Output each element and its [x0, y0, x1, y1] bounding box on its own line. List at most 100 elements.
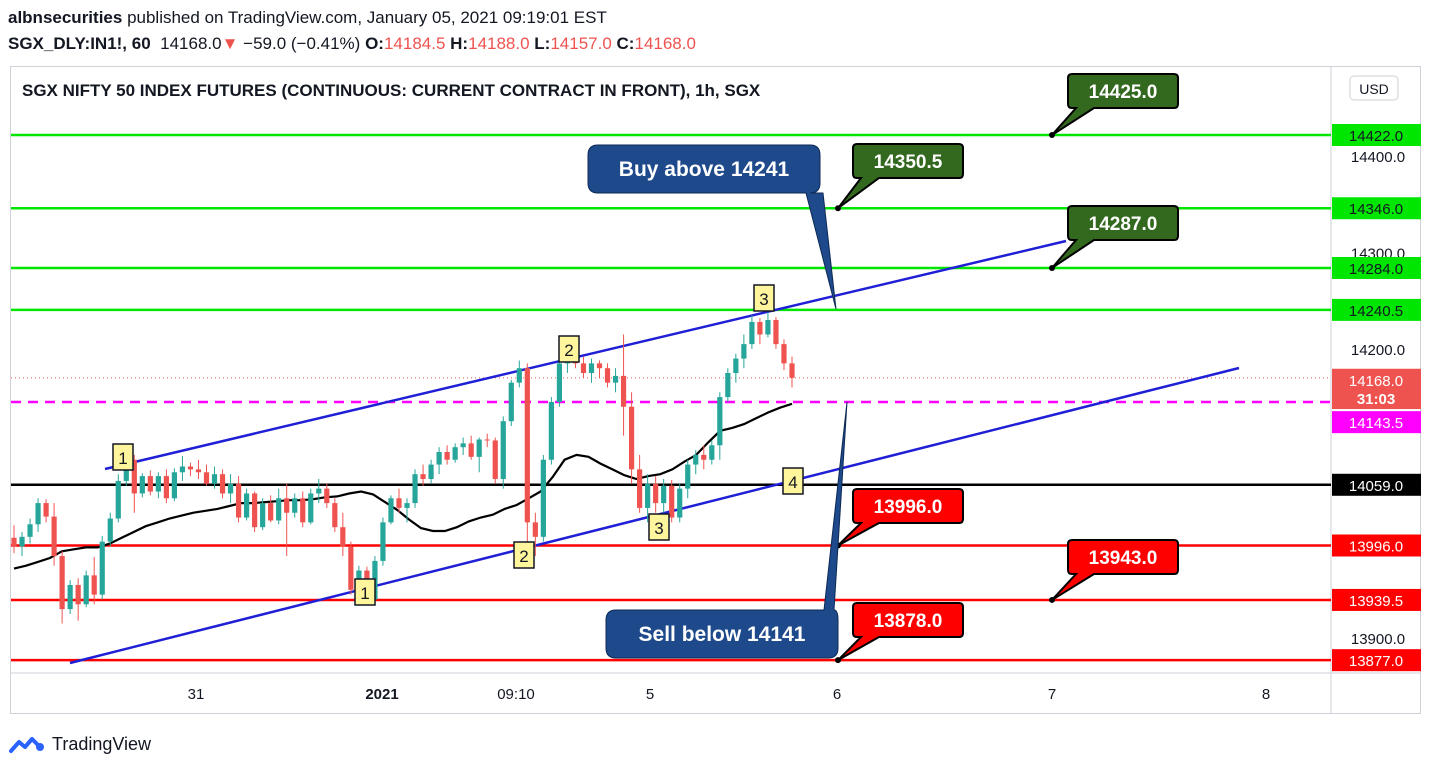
symbol-label[interactable]: SGX_DLY:IN1!, 60	[8, 34, 151, 53]
candle-body[interactable]	[203, 472, 210, 484]
candle-body[interactable]	[195, 469, 202, 473]
candle-body[interactable]	[701, 454, 707, 460]
candle-body[interactable]	[532, 522, 538, 537]
candle-body[interactable]	[645, 483, 651, 508]
candle-body[interactable]	[685, 464, 691, 489]
candle-body[interactable]	[59, 556, 65, 610]
candle-body[interactable]	[757, 321, 763, 335]
price-axis-tag[interactable]: 13996.0	[1332, 534, 1421, 557]
price-axis-tag[interactable]: 13939.5	[1332, 588, 1421, 611]
candle-body[interactable]	[765, 320, 771, 335]
candle-body[interactable]	[260, 503, 266, 528]
price-axis-tag[interactable]: 14143.5	[1332, 411, 1421, 434]
candle-body[interactable]	[677, 488, 683, 518]
candle-body[interactable]	[396, 498, 402, 508]
candle-body[interactable]	[292, 498, 298, 513]
candle-body[interactable]	[709, 445, 715, 460]
candle-body[interactable]	[436, 452, 442, 465]
candle-body[interactable]	[773, 320, 779, 345]
candle-body[interactable]	[580, 363, 587, 374]
candle-body[interactable]	[155, 476, 161, 492]
candle-body[interactable]	[476, 439, 482, 457]
candle-body[interactable]	[781, 344, 787, 364]
candle-body[interactable]	[211, 474, 218, 484]
price-axis-tag[interactable]: 14284.0	[1332, 256, 1421, 279]
candle-body[interactable]	[284, 498, 290, 513]
price-axis-tag[interactable]: 14168.0	[1332, 368, 1421, 391]
publisher-name[interactable]: albnsecurities	[8, 8, 123, 27]
channel-upper-line[interactable]	[104, 239, 1067, 471]
candle-body[interactable]	[628, 406, 635, 470]
candle-body[interactable]	[51, 516, 57, 557]
candle-body[interactable]	[115, 480, 121, 519]
candle-body[interactable]	[741, 344, 747, 359]
candle-body[interactable]	[725, 373, 731, 398]
wave-label-4[interactable]: 4	[782, 467, 804, 495]
candle-body[interactable]	[219, 474, 226, 494]
price-axis-tag[interactable]: 14346.0	[1332, 197, 1421, 220]
candle-body[interactable]	[484, 439, 490, 441]
price-axis-tag[interactable]: 14059.0	[1332, 473, 1421, 496]
candle-body[interactable]	[163, 476, 169, 499]
candle-body[interactable]	[187, 466, 194, 470]
candle-body[interactable]	[637, 469, 643, 508]
price-axis-tag[interactable]: 14240.5	[1332, 298, 1421, 321]
candle-body[interactable]	[460, 443, 466, 448]
level-callout-red[interactable]: 13878.0	[835, 602, 964, 664]
level-callout-red[interactable]: 13943.0	[1049, 539, 1179, 603]
candle-body[interactable]	[468, 443, 474, 457]
wave-label-2[interactable]: 2	[558, 335, 580, 363]
candle-body[interactable]	[452, 447, 458, 460]
candle-body[interactable]	[428, 464, 434, 480]
candle-body[interactable]	[268, 503, 274, 521]
candle-body[interactable]	[99, 541, 105, 595]
candle-body[interactable]	[717, 397, 723, 446]
candle-body[interactable]	[661, 485, 667, 504]
candle-body[interactable]	[733, 358, 739, 374]
wave-label-3[interactable]: 3	[753, 284, 775, 312]
candle-body[interactable]	[75, 585, 81, 605]
level-callout-green[interactable]: 14350.5	[835, 143, 964, 212]
candle-body[interactable]	[404, 503, 410, 508]
candle-body[interactable]	[83, 575, 89, 605]
candle-body[interactable]	[412, 474, 418, 504]
candle-body[interactable]	[556, 363, 563, 402]
candle-body[interactable]	[107, 518, 113, 542]
candle-body[interactable]	[444, 452, 450, 460]
currency-button[interactable]: USD	[1349, 75, 1399, 101]
candle-body[interactable]	[147, 476, 153, 492]
candle-body[interactable]	[35, 503, 41, 525]
wave-label-3[interactable]: 3	[648, 513, 670, 541]
candle-body[interactable]	[380, 522, 386, 561]
candle-body[interactable]	[596, 363, 603, 369]
candle-body[interactable]	[276, 498, 282, 521]
candle-body[interactable]	[789, 363, 795, 378]
candle-body[interactable]	[332, 503, 338, 528]
candle-body[interactable]	[27, 524, 33, 537]
candle-body[interactable]	[235, 483, 242, 518]
candle-body[interactable]	[500, 421, 506, 480]
candle-body[interactable]	[131, 459, 137, 494]
candle-body[interactable]	[179, 466, 186, 473]
candle-body[interactable]	[243, 493, 250, 518]
candle-body[interactable]	[19, 536, 25, 547]
candle-body[interactable]	[420, 474, 426, 480]
candle-body[interactable]	[227, 483, 234, 494]
candle-body[interactable]	[91, 575, 97, 595]
candle-body[interactable]	[508, 382, 514, 422]
candle-body[interactable]	[388, 498, 394, 523]
price-axis-tag[interactable]: 14422.0	[1332, 124, 1421, 147]
buy-note[interactable]: Buy above 14241	[587, 144, 837, 310]
level-callout-green[interactable]: 14287.0	[1049, 205, 1179, 271]
level-callout-green[interactable]: 14425.0	[1049, 73, 1179, 139]
tradingview-logo[interactable]: TradingView	[8, 731, 151, 757]
candle-body[interactable]	[524, 368, 530, 523]
candle-body[interactable]	[340, 527, 346, 547]
candle-body[interactable]	[540, 459, 546, 537]
candle-body[interactable]	[139, 476, 145, 494]
level-callout-red[interactable]: 13996.0	[835, 488, 964, 549]
candle-body[interactable]	[324, 488, 330, 504]
candle-body[interactable]	[669, 485, 675, 518]
candle-body[interactable]	[252, 493, 258, 528]
